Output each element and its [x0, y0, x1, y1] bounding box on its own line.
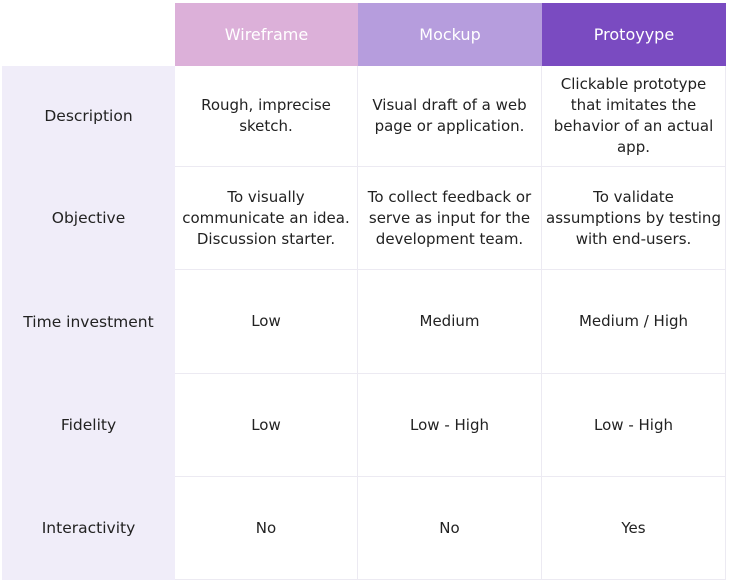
table-cell: Clickable prototype that imitates the be… [542, 66, 726, 167]
table-cell: No [175, 477, 358, 580]
row-label: Interactivity [2, 477, 175, 580]
table-cell: Yes [542, 477, 726, 580]
table-cell: To visually communicate an idea. Discuss… [175, 167, 358, 270]
table-cell: Medium / High [542, 270, 726, 374]
row-label: Time investment [2, 270, 175, 374]
table-cell: Low - High [358, 374, 542, 477]
row-label: Fidelity [2, 374, 175, 477]
row-label: Objective [2, 167, 175, 270]
table-cell: Rough, imprecise sketch. [175, 66, 358, 167]
corner [2, 3, 175, 66]
table-cell: Low [175, 270, 358, 374]
column-header: Protoyype [542, 3, 726, 66]
table-cell: Visual draft of a web page or applicatio… [358, 66, 542, 167]
table-cell: Low - High [542, 374, 726, 477]
comparison-table: Wireframe Mockup Protoyype Description Rough… [2, 3, 726, 580]
table-cell: No [358, 477, 542, 580]
table-cell: Low [175, 374, 358, 477]
row-label: Description [2, 66, 175, 167]
column-header: Wireframe [175, 3, 358, 66]
table-cell: To validate assumptions by testing with … [542, 167, 726, 270]
column-header: Mockup [358, 3, 542, 66]
table-cell: Medium [358, 270, 542, 374]
table-cell: To collect feedback or serve as input fo… [358, 167, 542, 270]
